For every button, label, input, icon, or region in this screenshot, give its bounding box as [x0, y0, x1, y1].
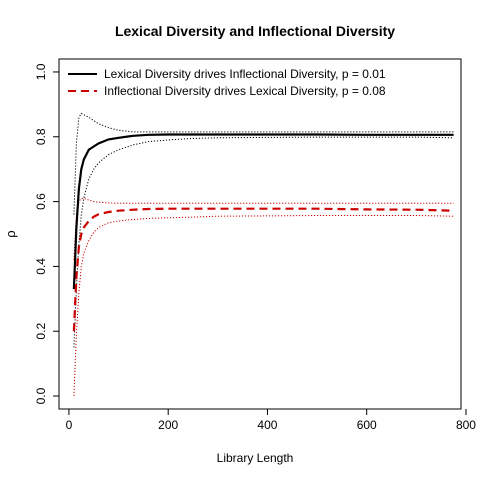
axes: 0 200 400 600 800 0.0 0.2 0.4 0.6 0.8 1.0: [34, 63, 476, 432]
x-tick-label: 0: [66, 418, 73, 432]
y-tick-label: 0.2: [34, 323, 48, 340]
y-tick-label: 0.4: [34, 258, 48, 275]
legend-label: Inflectional Diversity drives Lexical Di…: [104, 84, 386, 98]
series-red-line: [72, 207, 454, 332]
series-lines: [72, 133, 454, 332]
plot-frame: [58, 58, 462, 410]
legend-label: Lexical Diversity drives Inflectional Di…: [104, 67, 386, 81]
y-tick-label: 1.0: [34, 63, 48, 80]
y-tick-label: 0.8: [34, 128, 48, 145]
x-tick-label: 600: [357, 418, 377, 432]
y-axis-label: ρ: [3, 230, 18, 237]
x-tick-label: 400: [257, 418, 277, 432]
y-tick-label: 0.6: [34, 193, 48, 210]
x-tick-label: 200: [158, 418, 178, 432]
series-black-line: [72, 133, 454, 290]
y-tick-label: 0.0: [34, 387, 48, 404]
x-tick-label: 800: [456, 418, 476, 432]
series-black-lower-bound: [73, 136, 454, 348]
series-red-upper-bound: [73, 197, 454, 260]
confidence-bands: [73, 112, 454, 397]
series-red-lower-bound: [73, 215, 454, 397]
legend: Lexical Diversity drives Inflectional Di…: [68, 67, 386, 98]
x-axis-label: Library Length: [217, 451, 294, 465]
series-black-upper-bound: [73, 112, 454, 215]
chart-title: Lexical Diversity and Inflectional Diver…: [115, 23, 395, 39]
